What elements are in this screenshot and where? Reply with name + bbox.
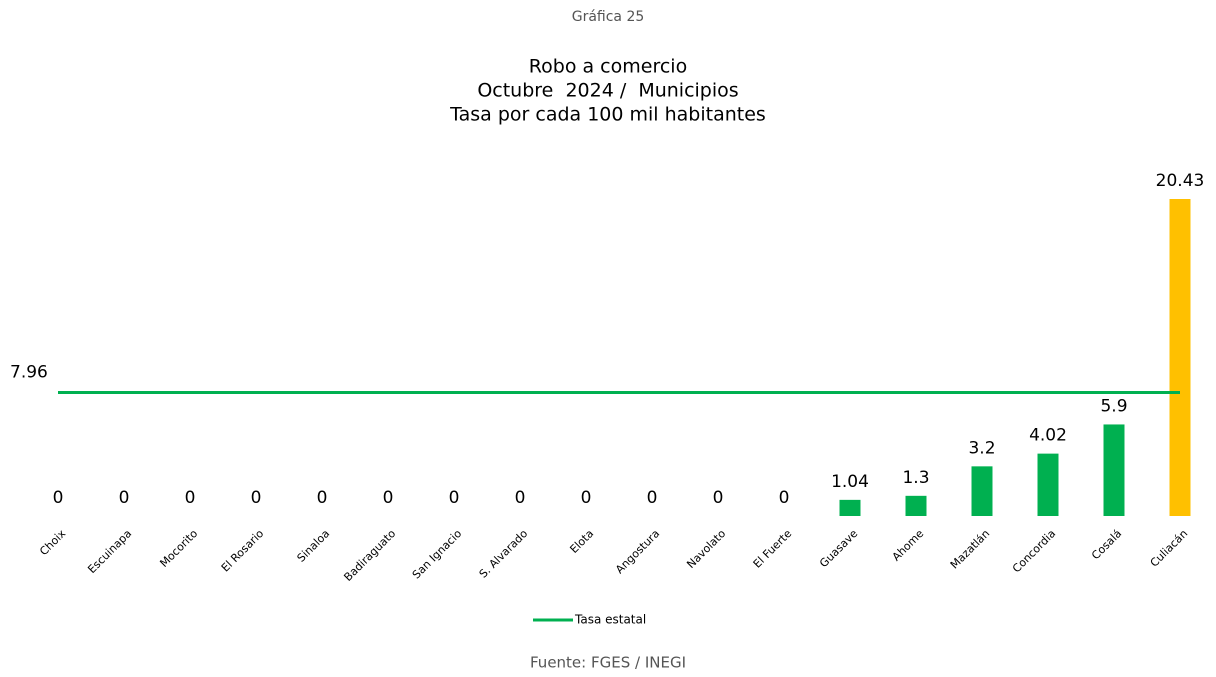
data-label: 4.02 <box>1029 426 1067 446</box>
x-tick-label: Escuinapa <box>85 527 134 576</box>
chart-title: Robo a comercio <box>529 56 687 78</box>
x-tick-label: Navolato <box>684 527 728 571</box>
x-tick-label: El Fuerte <box>751 527 795 571</box>
x-tick-label: El Rosario <box>219 527 267 575</box>
chart-title: Tasa por cada 100 mil habitantes <box>449 104 766 126</box>
chart-title: Octubre 2024 / Municipios <box>477 80 738 102</box>
bar <box>839 499 861 516</box>
data-label: 0 <box>449 488 460 508</box>
x-tick-label: Sinaloa <box>295 527 333 565</box>
data-label: 0 <box>713 488 724 508</box>
x-tick-label: Culiacán <box>1148 527 1191 570</box>
source: Fuente: FGES / INEGI <box>530 654 686 672</box>
bar <box>1103 424 1125 516</box>
x-tick-label: S. Alvarado <box>477 527 531 581</box>
bar <box>1169 199 1191 516</box>
x-tick-label: Concordia <box>1010 527 1058 575</box>
data-label: 0 <box>251 488 262 508</box>
bar <box>905 495 927 516</box>
data-label: 1.3 <box>902 468 929 488</box>
data-label: 0 <box>647 488 658 508</box>
data-label: 0 <box>581 488 592 508</box>
x-tick-label: Badiraguato <box>341 527 398 584</box>
x-tick-label: San Ignacio <box>410 527 465 582</box>
data-label: 0 <box>53 488 64 508</box>
x-tick-label: Choix <box>37 527 68 558</box>
data-label: 0 <box>779 488 790 508</box>
data-label: 0 <box>119 488 130 508</box>
x-tick-label: Elota <box>567 527 596 556</box>
chart-caption: Gráfica 25 <box>572 9 645 25</box>
x-tick-label: Mocorito <box>157 527 200 570</box>
x-tick-label: Cosalá <box>1089 527 1124 562</box>
data-label: 0 <box>317 488 328 508</box>
x-tick-label: Ahome <box>890 527 927 564</box>
bar <box>1037 453 1059 516</box>
data-label: 3.2 <box>968 438 995 458</box>
data-label: 1.04 <box>831 472 869 492</box>
x-tick-label: Guasave <box>817 527 860 570</box>
reference-label: 7.96 <box>10 362 48 382</box>
data-label: 0 <box>383 488 394 508</box>
data-label: 0 <box>185 488 196 508</box>
x-tick-label: Angostura <box>613 527 662 576</box>
data-label: 20.43 <box>1156 171 1205 191</box>
data-label: 0 <box>515 488 526 508</box>
bar <box>971 466 993 516</box>
data-label: 5.9 <box>1100 396 1127 416</box>
legend-label: Tasa estatal <box>574 613 646 627</box>
x-tick-label: Mazatlán <box>948 527 992 571</box>
